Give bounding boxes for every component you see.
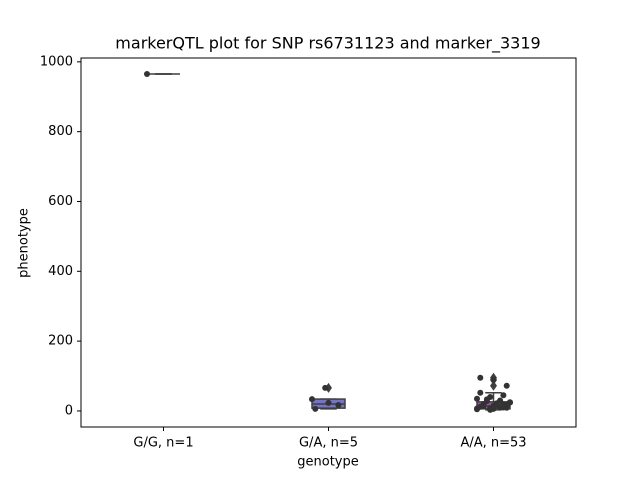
y-tick-label: 600 [48,194,73,209]
x-tick-label: G/A, n=5 [299,436,358,451]
strip-point [335,402,342,409]
strip-point [474,405,480,412]
strip-point [144,71,150,78]
strip-point [503,382,510,389]
strip-point [309,396,315,403]
strip-point [483,396,490,403]
x-tick-label: G/G, n=1 [133,436,193,451]
strip-point [325,399,332,406]
y-tick-label: 200 [48,334,73,349]
strip-point [474,395,480,402]
y-tick-label: 0 [65,403,73,418]
strip-point [507,399,513,406]
strip-point [312,405,319,412]
strip-point [480,403,487,410]
strip-point [477,374,484,381]
y-tick-label: 400 [48,264,73,279]
strip-point [487,406,494,413]
strip-point [490,376,497,383]
chart-title: markerQTL plot for SNP rs6731123 and mar… [115,34,540,54]
y-tick-label: 800 [48,124,73,139]
y-axis-label: phenotype [17,208,32,278]
x-tick-label: A/A, n=53 [460,436,526,451]
strip-point [500,401,507,408]
strip-point [500,392,507,399]
strip-point [477,389,484,396]
strip-point [322,384,329,391]
y-tick-label: 1000 [40,54,73,69]
x-axis-label: genotype [297,455,358,470]
plot-frame [80,57,577,428]
outlier [490,380,497,391]
